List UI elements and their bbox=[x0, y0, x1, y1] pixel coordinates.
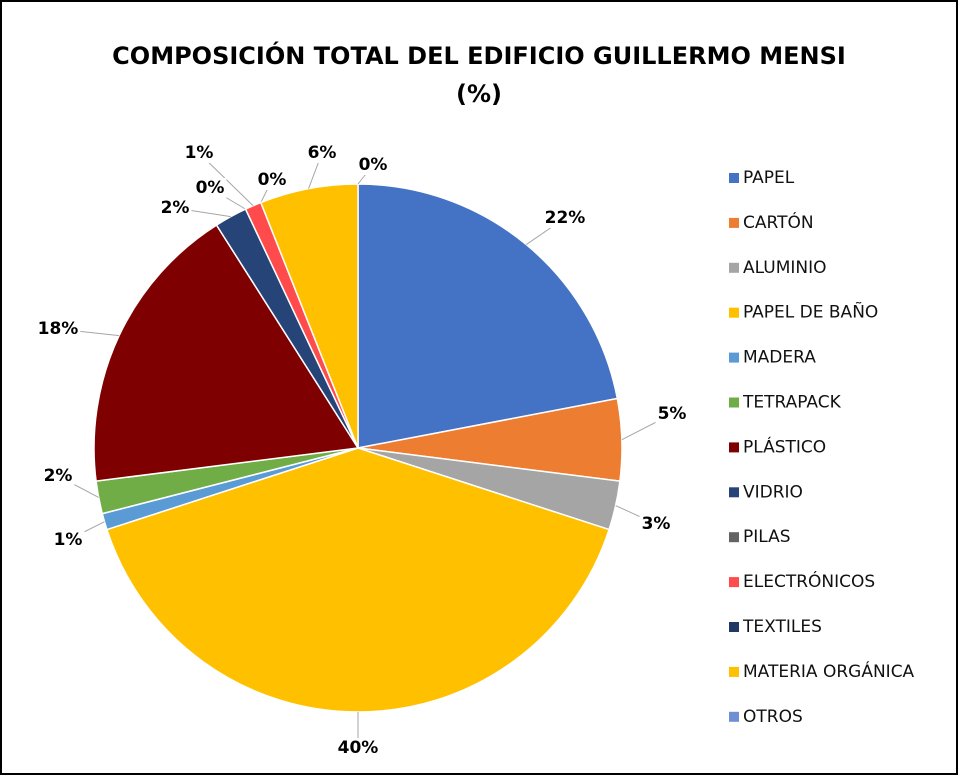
data-label: 0% bbox=[359, 155, 388, 175]
data-label-bg bbox=[255, 170, 289, 190]
pie-slice bbox=[259, 183, 359, 449]
legend-swatch bbox=[729, 577, 739, 588]
legend-label: CARTÓN bbox=[743, 211, 814, 233]
legend-swatch bbox=[729, 532, 739, 543]
legend-label: ELECTRÓNICOS bbox=[743, 570, 875, 592]
legend-label: MADERA bbox=[743, 348, 816, 368]
legend-swatch bbox=[729, 487, 739, 498]
legend-swatch bbox=[729, 262, 739, 273]
legend-label: ALUMINIO bbox=[743, 258, 827, 278]
data-label: 40% bbox=[338, 738, 379, 758]
data-label-bg bbox=[639, 514, 673, 534]
legend-label: PILAS bbox=[743, 527, 791, 547]
data-label-bg bbox=[35, 319, 81, 339]
data-label: 1% bbox=[54, 530, 83, 550]
legend-label: MATERIA ORGÁNICA bbox=[743, 660, 915, 682]
legend-swatch bbox=[729, 173, 739, 183]
chart-title: (%) bbox=[456, 80, 502, 108]
data-label: 2% bbox=[44, 466, 73, 486]
legend-swatch bbox=[729, 397, 739, 408]
data-label-bg bbox=[542, 208, 588, 228]
data-label: 22% bbox=[545, 208, 586, 228]
data-label: 0% bbox=[258, 170, 287, 190]
data-label-bg bbox=[182, 143, 216, 163]
data-label: 0% bbox=[196, 178, 225, 198]
data-label-bg bbox=[305, 143, 339, 163]
data-label-bg bbox=[655, 404, 689, 424]
legend-label: PAPEL bbox=[743, 168, 795, 188]
legend-label: PAPEL DE BAÑO bbox=[743, 301, 878, 323]
legend-label: VIDRIO bbox=[743, 482, 803, 502]
legend-swatch bbox=[729, 307, 739, 318]
data-label-bg bbox=[41, 466, 75, 486]
legend-label: TETRAPACK bbox=[742, 393, 842, 413]
legend-swatch bbox=[729, 711, 739, 722]
data-label-bg bbox=[356, 155, 390, 175]
legend-swatch bbox=[729, 217, 739, 228]
data-label: 3% bbox=[642, 514, 671, 534]
legend-swatch bbox=[729, 442, 739, 453]
pie-slice bbox=[357, 183, 619, 449]
legend-swatch bbox=[729, 666, 739, 677]
pie-slice bbox=[93, 224, 360, 482]
legend-label: PLÁSTICO bbox=[743, 435, 826, 457]
data-label-bg bbox=[193, 178, 227, 198]
data-label: 18% bbox=[38, 319, 79, 339]
data-label: 1% bbox=[185, 143, 214, 163]
data-label: 5% bbox=[658, 404, 687, 424]
legend-label: OTROS bbox=[743, 707, 803, 727]
legend-label: TEXTILES bbox=[742, 617, 822, 637]
data-label-bg bbox=[51, 530, 85, 550]
data-label: 6% bbox=[308, 143, 337, 163]
legend-swatch bbox=[729, 352, 739, 363]
data-label: 2% bbox=[161, 198, 190, 218]
data-label-bg bbox=[158, 198, 192, 218]
data-label-bg bbox=[335, 738, 381, 758]
chart-title: COMPOSICIÓN TOTAL DEL EDIFICIO GUILLERMO… bbox=[112, 40, 846, 70]
legend-swatch bbox=[729, 622, 739, 632]
